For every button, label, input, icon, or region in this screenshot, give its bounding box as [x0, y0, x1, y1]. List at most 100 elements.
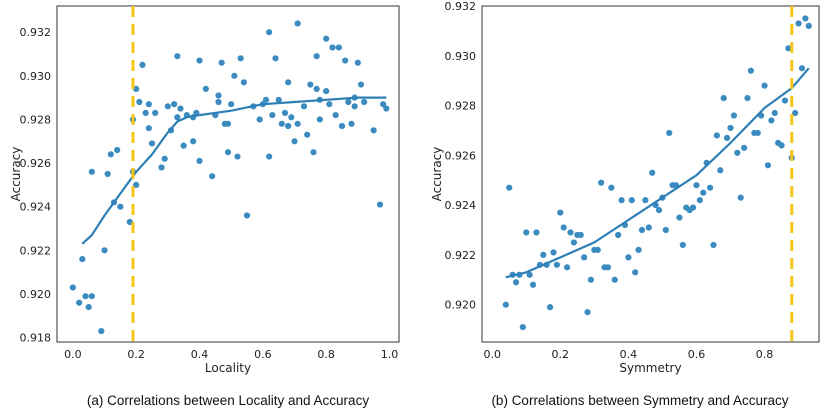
data-point — [300, 103, 308, 110]
data-point — [577, 231, 584, 239]
y-tick-label: 0.922 — [445, 249, 477, 262]
x-tick-label: 0.6 — [688, 348, 706, 361]
data-point — [281, 109, 289, 117]
x-tick-label: 0.2 — [127, 348, 145, 361]
y-tick-label: 0.924 — [20, 201, 52, 214]
data-point — [310, 149, 317, 156]
y-tick-label: 0.922 — [20, 244, 52, 257]
data-point — [737, 194, 744, 201]
data-point — [338, 122, 346, 130]
data-point — [689, 204, 697, 211]
data-point — [88, 168, 95, 175]
data-point — [357, 81, 365, 88]
x-axis-label: Locality — [205, 361, 251, 375]
x-tick-label: 1.0 — [381, 348, 399, 361]
data-point — [158, 164, 165, 171]
data-point — [570, 239, 578, 246]
data-point — [632, 269, 639, 276]
y-tick-label: 0.920 — [445, 299, 477, 312]
data-point — [546, 304, 554, 311]
y-tick-label: 0.928 — [20, 113, 52, 126]
data-point — [785, 45, 792, 52]
data-point — [69, 284, 76, 291]
data-point — [642, 197, 649, 204]
data-point — [700, 189, 707, 196]
data-point — [618, 197, 625, 204]
data-point — [114, 146, 121, 154]
data-point — [567, 229, 574, 236]
y-tick-label: 0.930 — [445, 50, 477, 63]
data-point — [76, 299, 83, 306]
data-point — [237, 55, 244, 62]
data-point — [218, 59, 225, 66]
data-point — [288, 114, 295, 121]
data-point — [540, 251, 547, 258]
data-point — [177, 105, 184, 112]
data-point — [615, 231, 622, 239]
data-point — [332, 111, 339, 119]
data-point — [741, 144, 748, 151]
data-point — [676, 214, 683, 221]
fit-line — [505, 67, 810, 279]
data-point — [190, 138, 197, 145]
data-point — [285, 122, 292, 130]
y-tick-label: 0.932 — [445, 0, 477, 13]
data-point — [291, 138, 298, 145]
data-point — [256, 116, 263, 123]
data-point — [781, 97, 789, 104]
data-point — [117, 203, 124, 210]
data-point — [139, 61, 146, 69]
data-point — [107, 151, 114, 158]
y-tick-label: 0.926 — [20, 157, 52, 170]
data-point — [88, 293, 95, 300]
data-point — [266, 153, 273, 160]
data-point — [713, 132, 720, 139]
chart-panel-2: 0.0 0.2 0.4 0.6 0.8 0.920 0.922 0.924 0.926 0.928… — [430, 0, 820, 408]
data-point — [148, 140, 156, 147]
data-point — [313, 53, 320, 60]
x-axis-label: Symmetry — [619, 361, 681, 375]
data-point — [215, 98, 222, 106]
data-point — [142, 109, 149, 117]
y-tick-label: 0.920 — [20, 288, 52, 301]
data-point — [152, 109, 159, 117]
data-point — [231, 72, 238, 79]
data-point — [502, 301, 509, 308]
data-point — [550, 249, 557, 256]
data-point — [329, 44, 336, 51]
plot-frame — [56, 5, 400, 343]
data-point — [696, 197, 703, 204]
data-point — [174, 53, 181, 60]
data-point — [754, 129, 761, 137]
data-point — [533, 229, 540, 236]
data-point — [506, 184, 513, 191]
data-point — [376, 201, 384, 208]
data-point — [611, 276, 618, 283]
data-point — [85, 303, 92, 311]
data-point — [345, 98, 352, 106]
data-point — [526, 271, 533, 278]
data-point — [529, 281, 537, 288]
data-point — [523, 229, 530, 236]
data-point — [710, 241, 717, 249]
data-point — [278, 120, 285, 127]
data-point — [730, 112, 737, 119]
figure-caption: (a) Correlations between Locality and Ac… — [87, 393, 369, 408]
data-point — [638, 226, 646, 234]
data-point — [768, 117, 775, 124]
data-point — [584, 309, 591, 316]
data-point — [224, 149, 232, 156]
data-point — [655, 206, 663, 214]
data-point — [161, 155, 168, 162]
data-point — [383, 105, 390, 112]
data-point — [196, 57, 203, 64]
data-point — [348, 120, 355, 127]
data-point — [666, 129, 673, 137]
data-point — [587, 276, 595, 283]
data-point — [792, 109, 799, 117]
y-tick-label: 0.918 — [20, 332, 52, 345]
data-point — [761, 82, 768, 89]
data-point — [307, 81, 314, 88]
data-point — [795, 20, 802, 27]
